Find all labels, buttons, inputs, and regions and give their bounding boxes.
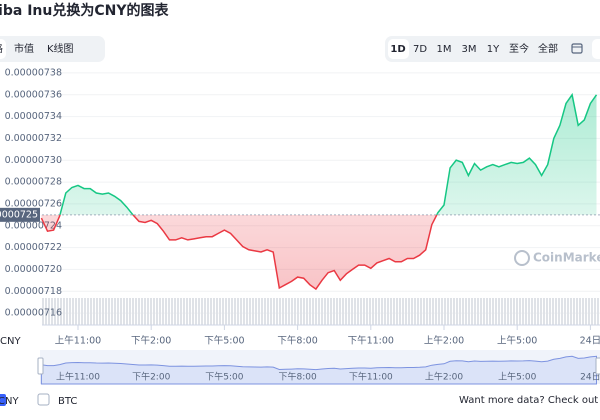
range-button[interactable]: 1D — [390, 44, 405, 55]
more-button[interactable] — [592, 39, 600, 59]
navigator-line — [40, 355, 597, 385]
tab-group — [0, 36, 105, 62]
x-tick-label: 下午11:00 — [348, 335, 394, 347]
checkbox[interactable] — [37, 393, 50, 406]
navigator-tick-label: 下午2:00 — [132, 371, 170, 383]
y-tick-label: 0.00000718 — [5, 286, 62, 297]
api-note[interactable]: Want more data? Check out our — [459, 395, 600, 406]
calendar-body — [571, 43, 583, 54]
compare-option[interactable]: CNY — [0, 396, 19, 407]
watermark-logo — [514, 250, 530, 266]
watermark-text: CoinMarketCap — [533, 251, 600, 265]
x-tick-label: 上午11:00 — [55, 335, 101, 347]
navigator-tick-label: 上午2:00 — [425, 371, 463, 383]
navigator-tick-label: 下午8:00 — [278, 371, 316, 383]
range-button[interactable]: 至今 — [509, 42, 529, 55]
chart-title: Shiba Inu兑换为CNY的图表 — [0, 2, 169, 19]
x-tick-label: 下午2:00 — [131, 335, 171, 347]
range-group — [385, 36, 600, 62]
compare-option[interactable]: BTC — [58, 396, 77, 407]
area-up — [41, 94, 597, 215]
tab[interactable]: 市值 — [14, 42, 34, 55]
reference-label-bg — [0, 207, 40, 222]
tab[interactable]: 价格 — [0, 42, 3, 55]
range-selected — [388, 39, 409, 59]
y-tick-label: 0.00000738 — [5, 67, 62, 78]
calendar-icon[interactable] — [571, 43, 583, 54]
navigator-tick-label: 上午5:00 — [498, 371, 536, 383]
y-tick-label: 0.00000716 — [5, 308, 62, 319]
range-button[interactable]: 7D — [413, 44, 427, 55]
navigator-handle — [37, 357, 44, 375]
y-tick-label: 0.00000728 — [5, 177, 62, 188]
tab[interactable]: K线图 — [47, 42, 74, 55]
y-tick-label: 0.00000724 — [5, 220, 62, 231]
area-down — [41, 214, 437, 290]
x-tick-label: 上午2:00 — [424, 335, 464, 347]
y-tick-label: 0.00000734 — [5, 111, 62, 122]
price-line-down — [40, 214, 438, 291]
range-button[interactable]: 3M — [462, 44, 477, 55]
x-tick-label: 24日 — [580, 336, 600, 347]
y-tick-label: 0.00000732 — [5, 133, 62, 144]
range-button[interactable]: 全部 — [538, 42, 558, 55]
price-line-up — [59, 92, 598, 215]
y-tick-label: 0.00000730 — [5, 155, 62, 166]
y-tick-label: 0.00000720 — [5, 264, 62, 275]
range-button[interactable]: 1Y — [487, 44, 500, 55]
navigator-tick-label: 24日 — [580, 372, 600, 383]
x-tick-label: 上午5:00 — [497, 335, 537, 347]
x-tick-label: 下午8:00 — [277, 335, 317, 347]
navigator-tick-label: 上午11:00 — [56, 371, 100, 383]
watermark: CoinMarketCap — [514, 250, 600, 266]
y-tick-label: 0.00000726 — [5, 198, 62, 209]
tab-selected — [0, 39, 6, 59]
y-tick-label: 0.00000736 — [5, 89, 62, 100]
x-tick-label: 下午5:00 — [204, 335, 244, 347]
reference-label: 0.00000725 — [0, 209, 38, 220]
navigator-tick-label: 下午5:00 — [205, 371, 243, 383]
y-tick-label: 0.00000722 — [5, 242, 62, 253]
volume-bars — [42, 298, 600, 325]
navigator-tick-label: 下午11:00 — [349, 371, 393, 383]
navigator-handle — [595, 357, 600, 375]
checkbox-checked[interactable] — [0, 394, 6, 406]
currency-label: CNY — [0, 336, 21, 347]
range-button[interactable]: 1M — [437, 44, 452, 55]
